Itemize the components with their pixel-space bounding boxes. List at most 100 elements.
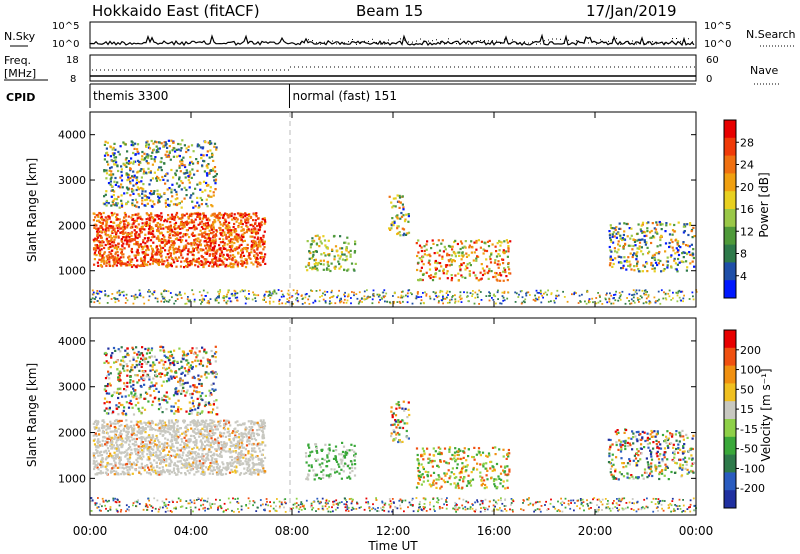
range-cell [536, 298, 539, 301]
range-cell [664, 297, 667, 300]
range-cell [206, 291, 209, 294]
range-cell [205, 436, 208, 439]
range-cell [212, 466, 215, 469]
range-cell [243, 231, 246, 234]
range-cell [223, 242, 226, 245]
range-cell [174, 419, 178, 422]
nsearch-dot [408, 41, 409, 43]
range-cell [214, 188, 217, 191]
range-cell [588, 298, 591, 300]
range-cell [468, 274, 471, 277]
range-cell [469, 292, 472, 294]
range-cell [92, 219, 95, 222]
range-cell [127, 162, 130, 165]
range-cell [244, 454, 247, 457]
range-cell [149, 473, 152, 476]
range-cell [206, 252, 209, 255]
range-cell [215, 256, 218, 259]
range-cell [478, 289, 481, 292]
range-cell [179, 293, 182, 296]
range-cell [254, 240, 257, 243]
range-cell [363, 298, 366, 300]
range-cell [160, 293, 163, 296]
range-cell [609, 249, 612, 252]
range-cell [465, 265, 468, 268]
range-cell [204, 233, 207, 236]
range-cell [134, 296, 137, 299]
colorbar-tick-label: 20 [740, 181, 754, 194]
range-cell [93, 456, 97, 459]
range-cell [260, 463, 263, 466]
range-cell [191, 231, 194, 234]
range-cell [120, 202, 123, 205]
range-cell [198, 217, 202, 221]
range-cell [658, 298, 660, 301]
range-cell [584, 300, 586, 303]
range-cell [553, 301, 556, 304]
range-cell [214, 175, 217, 178]
range-cell [116, 261, 119, 264]
range-cell [167, 214, 170, 217]
range-cell [386, 300, 388, 303]
range-cell [353, 250, 357, 253]
range-cell [128, 473, 131, 476]
range-cell [392, 295, 394, 297]
range-cell [104, 193, 107, 196]
range-cell [221, 216, 224, 219]
range-cell [137, 448, 140, 451]
range-cell [178, 164, 181, 167]
range-cell [167, 239, 170, 242]
range-cell [145, 145, 148, 148]
range-cell [107, 233, 110, 237]
range-cell [118, 206, 121, 209]
range-cell [157, 217, 160, 220]
range-cell [190, 244, 193, 247]
nsearch-dot [624, 42, 625, 44]
range-cell [140, 458, 144, 461]
range-cell [149, 231, 152, 234]
range-cell [635, 289, 638, 292]
range-cell [199, 440, 202, 443]
range-cell [479, 291, 482, 293]
range-cell [220, 232, 224, 235]
range-cell [129, 258, 132, 261]
range-cell [232, 439, 235, 442]
range-cell [177, 148, 180, 151]
range-cell [195, 461, 198, 465]
range-cell [605, 293, 608, 296]
range-cell [157, 439, 160, 442]
range-cell [121, 186, 124, 189]
range-cell [458, 251, 461, 254]
range-cell [118, 218, 121, 221]
range-cell [225, 423, 228, 426]
range-cell [215, 471, 219, 474]
range-cell [626, 235, 629, 238]
range-cell [93, 226, 96, 229]
range-cell [147, 260, 150, 264]
range-cell [100, 458, 103, 461]
range-cell [173, 431, 176, 434]
range-cell [235, 237, 238, 240]
range-cell [207, 237, 210, 240]
range-cell [477, 239, 480, 242]
range-cell [236, 458, 239, 461]
range-cell [153, 158, 156, 161]
range-cell [199, 249, 203, 252]
range-cell [138, 160, 141, 163]
range-cell [156, 248, 159, 251]
range-cell [442, 272, 445, 275]
range-cell [326, 263, 329, 266]
range-cell [188, 170, 192, 173]
range-cell [214, 178, 218, 181]
range-cell [638, 245, 641, 248]
range-cell [338, 267, 341, 270]
range-cell [97, 231, 100, 234]
range-cell [185, 147, 188, 150]
range-cell [109, 452, 112, 455]
range-cell [125, 161, 128, 164]
range-cell [161, 263, 164, 266]
range-cell [206, 457, 209, 460]
range-cell [223, 257, 226, 260]
range-cell [473, 241, 476, 244]
range-cell [322, 263, 325, 266]
